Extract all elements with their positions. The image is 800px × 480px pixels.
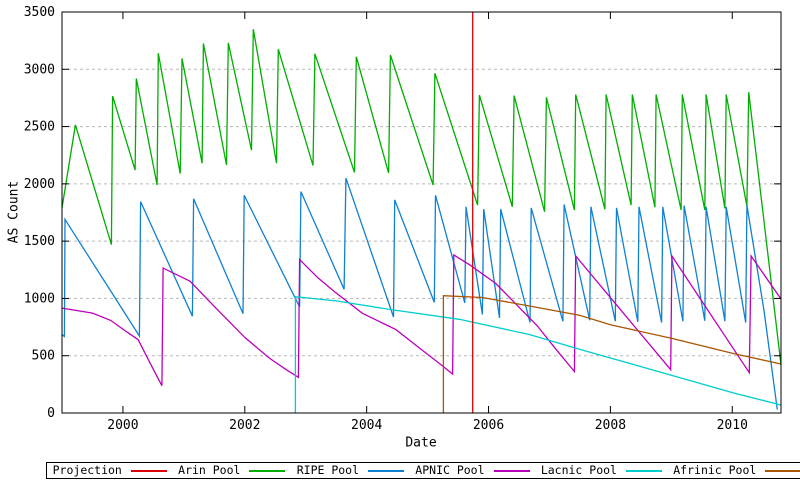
legend-item-lacnic-pool: Lacnic Pool — [541, 464, 662, 477]
series-afrinic-pool-line — [442, 295, 782, 413]
legend-item-arin-pool: Arin Pool — [178, 463, 286, 477]
legend-label: Afrinic Pool — [673, 463, 757, 477]
series-apnic-pool-line — [61, 253, 782, 387]
legend-label: Projection — [52, 463, 122, 477]
legend-item-projection: Projection — [53, 464, 167, 477]
y-tick-label: 2500 — [24, 120, 55, 135]
legend-line-sample — [130, 469, 167, 472]
legend-line-sample — [368, 469, 405, 472]
x-tick-label: 2002 — [229, 418, 260, 433]
x-tick-label: 2000 — [107, 418, 138, 433]
y-tick-label: 500 — [32, 349, 55, 364]
y-tick-label: 0 — [47, 406, 55, 421]
series-arin-pool-line — [61, 29, 782, 365]
x-axis-label: Date — [405, 435, 437, 451]
legend-label: APNIC Pool — [415, 463, 485, 477]
legend-item-ripe-pool: RIPE Pool — [296, 463, 405, 477]
x-tick-label: 2004 — [351, 418, 382, 433]
legend-item-afrinic-pool: Afrinic Pool — [673, 464, 800, 477]
legend-label: Arin Pool — [178, 463, 241, 477]
x-tick-label: 2008 — [595, 418, 626, 433]
x-tick-label: 2006 — [473, 418, 504, 433]
series-lacnic-pool-line — [294, 295, 782, 413]
legend-line-sample — [249, 469, 286, 472]
y-tick-label: 1500 — [24, 234, 55, 249]
legend: Projection Arin Pool RIPE Pool APNIC Pool La… — [46, 462, 800, 479]
series-ripe-pool-line — [61, 177, 778, 410]
plot-border — [61, 11, 782, 414]
legend-line-sample — [765, 469, 800, 472]
legend-label: Lacnic Pool — [540, 463, 617, 477]
y-tick-label: 2000 — [24, 177, 55, 192]
y-tick-label: 3000 — [24, 62, 55, 77]
y-axis-label: AS Count — [6, 180, 22, 244]
legend-line-sample — [493, 469, 530, 472]
legend-item-apnic-pool: APNIC Pool — [415, 463, 530, 477]
legend-line-sample — [625, 469, 662, 472]
y-tick-label: 3500 — [24, 5, 55, 20]
x-tick-label: 2010 — [717, 418, 748, 433]
y-tick-label: 1000 — [24, 291, 55, 306]
legend-label: RIPE Pool — [296, 463, 360, 477]
